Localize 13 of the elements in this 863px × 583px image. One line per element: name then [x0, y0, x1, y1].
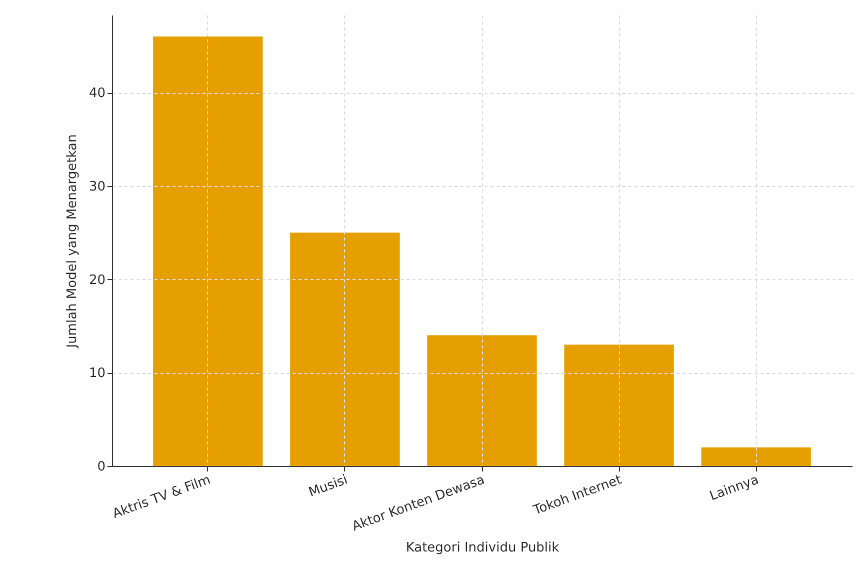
y-tick-label: 30	[88, 179, 106, 194]
bar	[427, 335, 537, 466]
y-tick-label: 40	[88, 86, 106, 101]
y-tick-label: 0	[97, 460, 106, 474]
x-tick-label: Aktris TV & Film	[110, 472, 213, 522]
bar	[153, 36, 263, 466]
y-tick-label: 20	[88, 272, 106, 288]
bar	[701, 447, 811, 466]
y-axis-title: Jumlah Model yang Menargetkan	[64, 134, 80, 349]
x-axis-title: Kategori Individu Publik	[406, 540, 560, 556]
bar	[290, 232, 400, 466]
bar	[564, 344, 674, 466]
y-tick-label: 10	[88, 366, 106, 382]
